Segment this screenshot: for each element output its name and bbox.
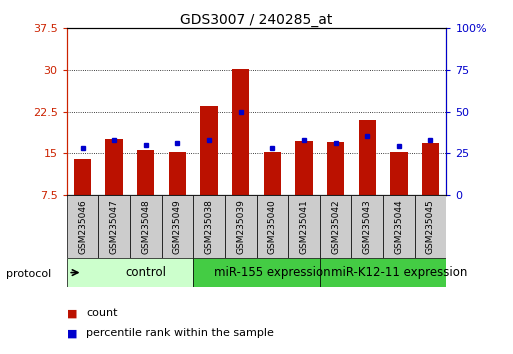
Text: GSM235047: GSM235047: [110, 199, 119, 254]
Bar: [130, 195, 162, 258]
Bar: [193, 195, 225, 258]
Text: ■: ■: [67, 329, 77, 338]
Text: GSM235042: GSM235042: [331, 199, 340, 254]
Title: GDS3007 / 240285_at: GDS3007 / 240285_at: [180, 13, 333, 27]
Text: protocol: protocol: [6, 269, 51, 279]
Text: GSM235046: GSM235046: [78, 199, 87, 254]
Text: GSM235049: GSM235049: [173, 199, 182, 254]
Text: GSM235045: GSM235045: [426, 199, 435, 254]
Text: count: count: [86, 308, 117, 318]
Bar: [74, 159, 91, 195]
Bar: [295, 141, 312, 195]
Bar: [106, 139, 123, 195]
Bar: [320, 195, 351, 258]
Bar: [359, 120, 376, 195]
Bar: [288, 195, 320, 258]
Bar: [351, 195, 383, 258]
Text: GSM235041: GSM235041: [300, 199, 308, 254]
Bar: [415, 195, 446, 258]
Bar: [320, 258, 446, 287]
Text: GSM235039: GSM235039: [236, 199, 245, 254]
Bar: [422, 143, 439, 195]
Bar: [162, 195, 193, 258]
Text: GSM235040: GSM235040: [268, 199, 277, 254]
Bar: [264, 152, 281, 195]
Bar: [67, 258, 193, 287]
Text: ■: ■: [67, 308, 77, 318]
Bar: [256, 195, 288, 258]
Bar: [383, 195, 415, 258]
Text: miR-155 expression: miR-155 expression: [214, 266, 331, 279]
Bar: [98, 195, 130, 258]
Text: percentile rank within the sample: percentile rank within the sample: [86, 329, 274, 338]
Bar: [169, 152, 186, 195]
Bar: [232, 69, 249, 195]
Text: GSM235043: GSM235043: [363, 199, 372, 254]
Bar: [137, 150, 154, 195]
Bar: [67, 195, 98, 258]
Bar: [201, 106, 218, 195]
Text: GSM235044: GSM235044: [394, 199, 403, 254]
Bar: [225, 195, 256, 258]
Bar: [390, 152, 407, 195]
Text: GSM235048: GSM235048: [141, 199, 150, 254]
Text: miR-K12-11 expression: miR-K12-11 expression: [331, 266, 467, 279]
Bar: [327, 142, 344, 195]
Text: GSM235038: GSM235038: [205, 199, 213, 254]
Bar: [193, 258, 320, 287]
Text: control: control: [125, 266, 166, 279]
